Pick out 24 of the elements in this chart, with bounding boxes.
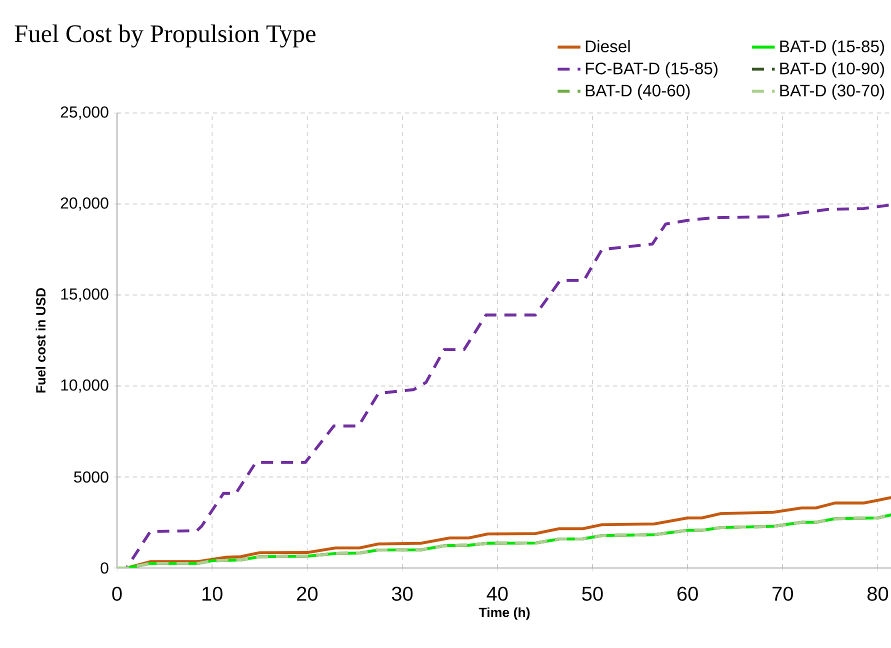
y-tick-label: 20,000 <box>60 197 108 211</box>
y-tick-label: 25,000 <box>60 106 108 120</box>
x-tick-label: 60 <box>677 586 698 601</box>
y-axis-title: Fuel cost in USD <box>36 288 46 393</box>
y-tick-label: 10,000 <box>61 379 108 393</box>
x-tick-label: 70 <box>772 586 793 601</box>
legend-label: FC-BAT-D (15-85) <box>586 62 718 78</box>
y-tick-label: 5000 <box>74 471 108 483</box>
x-tick-label: 20 <box>297 586 318 601</box>
y-tick-label: 15,000 <box>61 288 108 302</box>
x-tick-label: 10 <box>202 586 222 601</box>
x-axis-title: Time (h) <box>478 607 530 620</box>
legend-label: BAT-D (10-90) <box>780 62 884 78</box>
x-tick-label: 0 <box>112 586 122 601</box>
chart-title: Fuel Cost by Propulsion Type <box>14 24 316 48</box>
legend-label: BAT-D (40-60) <box>586 84 690 100</box>
y-tick-label: 0 <box>100 562 108 574</box>
legend-label: Diesel <box>586 40 630 52</box>
x-tick-label: 30 <box>392 586 413 601</box>
x-tick-label: 50 <box>582 586 603 601</box>
x-tick-label: 40 <box>486 586 508 601</box>
x-tick-label: 80 <box>868 586 888 601</box>
legend-label: BAT-D (15-85) <box>780 40 884 56</box>
legend-label: BAT-D (30-70) <box>780 84 884 100</box>
